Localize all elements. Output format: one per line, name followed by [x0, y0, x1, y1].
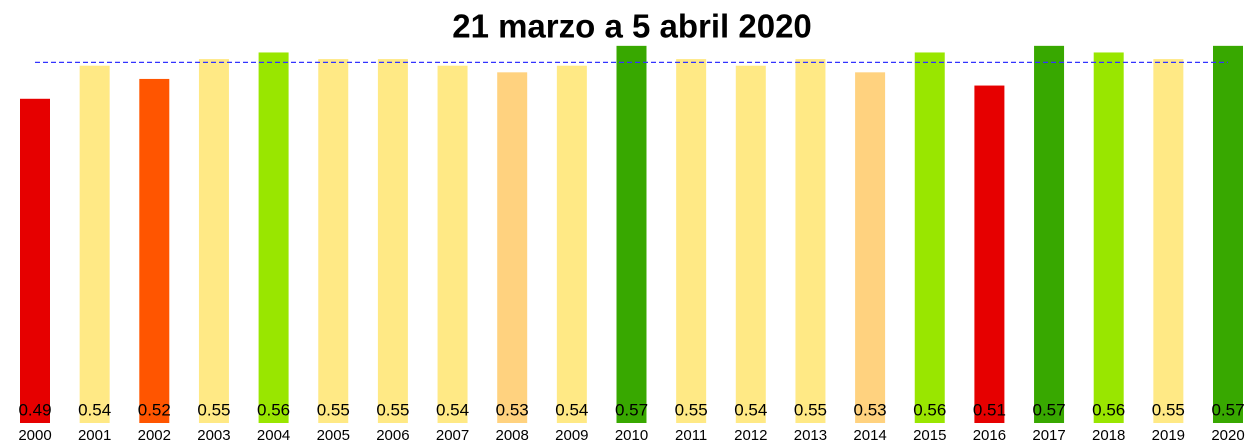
- value-label: 0.53: [854, 400, 887, 419]
- bar: [258, 52, 289, 423]
- bar: [79, 65, 110, 423]
- x-tick-label: 2020: [1211, 427, 1244, 443]
- x-tick-label: 2004: [257, 427, 290, 443]
- value-label: 0.57: [1033, 400, 1066, 419]
- value-label: 0.52: [138, 400, 171, 419]
- x-tick-label: 2007: [436, 427, 469, 443]
- bar: [497, 72, 528, 424]
- value-label: 0.57: [1211, 400, 1244, 419]
- value-label: 0.49: [18, 400, 51, 419]
- x-tick-label: 2018: [1092, 427, 1125, 443]
- bar: [1034, 45, 1065, 423]
- chart-title: 21 marzo a 5 abril 2020: [452, 8, 812, 45]
- bar: [1153, 59, 1184, 423]
- value-label: 0.54: [436, 400, 469, 419]
- value-label: 0.54: [555, 400, 588, 419]
- x-tick-label: 2000: [18, 427, 51, 443]
- value-label: 0.56: [1092, 400, 1125, 419]
- value-label: 0.54: [78, 400, 111, 419]
- bar: [556, 65, 587, 423]
- x-tick-label: 2012: [734, 427, 767, 443]
- value-label: 0.57: [615, 400, 648, 419]
- x-tick-label: 2009: [555, 427, 588, 443]
- x-tick-label: 2008: [496, 427, 529, 443]
- x-tick-label: 2015: [913, 427, 946, 443]
- value-label: 0.56: [257, 400, 290, 419]
- x-tick-label: 2013: [794, 427, 827, 443]
- bar: [974, 85, 1005, 424]
- bar: [676, 59, 707, 423]
- value-label: 0.55: [794, 400, 827, 419]
- value-label: 0.56: [913, 400, 946, 419]
- value-label: 0.55: [1152, 400, 1185, 419]
- value-label: 0.55: [317, 400, 350, 419]
- bar: [318, 59, 349, 423]
- x-tick-label: 2011: [675, 427, 707, 443]
- bar: [437, 65, 468, 423]
- bar: [1093, 52, 1124, 423]
- bar: [795, 59, 826, 423]
- x-tick-label: 2005: [317, 427, 350, 443]
- x-tick-label: 2016: [973, 427, 1006, 443]
- bar: [139, 78, 170, 423]
- bar: [198, 59, 229, 423]
- bar: [1213, 45, 1243, 423]
- bar: [914, 52, 945, 423]
- x-tick-label: 2003: [197, 427, 230, 443]
- value-label: 0.54: [734, 400, 767, 419]
- value-label: 0.51: [973, 400, 1006, 419]
- bar: [20, 98, 50, 424]
- x-tick-label: 2006: [376, 427, 409, 443]
- value-label: 0.55: [197, 400, 230, 419]
- value-label: 0.55: [376, 400, 409, 419]
- x-tick-label: 2010: [615, 427, 648, 443]
- x-tick-label: 2014: [853, 427, 886, 443]
- bar: [377, 59, 408, 423]
- value-label: 0.55: [675, 400, 708, 419]
- x-tick-label: 2001: [78, 427, 111, 443]
- value-label: 0.53: [496, 400, 529, 419]
- bar: [616, 45, 647, 423]
- x-tick-label: 2017: [1032, 427, 1065, 443]
- x-tick-label: 2019: [1152, 427, 1185, 443]
- x-tick-label: 2002: [138, 427, 171, 443]
- bar: [735, 65, 766, 423]
- bar: [855, 72, 886, 424]
